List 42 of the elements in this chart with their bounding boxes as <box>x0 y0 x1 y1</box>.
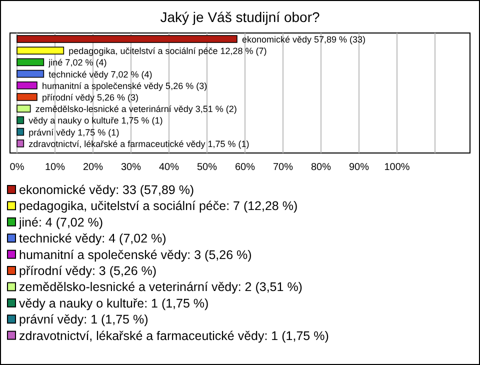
bar <box>16 140 24 148</box>
text: zdravotnictví, lékařské a farmaceutické vědy: 1 (1,75 %) <box>19 328 329 343</box>
text: právní vědy: 1 (1,75 %) <box>19 312 148 327</box>
data-label: zemědělsko-lesnické a veterinární vědy 3,51 % (2) <box>35 104 237 114</box>
data-label: jiné 7,02 % (4) <box>48 58 107 68</box>
x-tick-label: 40% <box>158 162 180 173</box>
bar <box>16 58 44 66</box>
data-label: humanitní a společenské vědy 5,26 % (3) <box>42 80 208 91</box>
x-tick-label: 0% <box>10 162 24 173</box>
bar <box>16 70 44 78</box>
x-tick-label: 30% <box>120 162 142 173</box>
x-tick-label: 90% <box>348 162 370 173</box>
bar <box>16 104 31 112</box>
data-label: vědy a nauky o kultuře 1,75 % (1) <box>28 116 163 126</box>
text: technické vědy: 4 (7,02 %) <box>19 232 166 246</box>
x-tick-label: 100% <box>384 162 410 173</box>
data-label: právní vědy 1,75 % (1) <box>28 127 120 138</box>
text: vědy a nauky o kultuře: 1 (1,75 %) <box>19 296 209 310</box>
data-label: ekonomické vědy 57,89 % (33) <box>242 34 366 44</box>
chart-title: Jaký je Váš studijní obor? <box>160 9 320 25</box>
bar <box>16 128 24 136</box>
x-tick-label: 50% <box>196 162 218 173</box>
text: humanitní a společenské vědy: 3 (5,26 %) <box>19 248 252 262</box>
data-label: pedagogika, učitelství a sociální péče 12,28 % (7) <box>68 46 267 56</box>
data-label: technické vědy 7,02 % (4) <box>48 69 152 80</box>
x-tick-label: 10% <box>44 162 66 173</box>
text: zemědělsko-lesnické a veterinární vědy: 2 (3,51 %) <box>19 280 302 294</box>
x-tick-label: 80% <box>310 162 332 173</box>
data-label: zdravotnictví, lékařské a farmaceutické vědy 1,75 % (1) <box>28 138 250 149</box>
text: pedagogika, učitelství a sociální péče: 7 (12,28 %) <box>19 199 298 214</box>
data-label: přírodní vědy 5,26 % (3) <box>42 92 139 102</box>
x-tick-label: 70% <box>272 162 294 173</box>
x-tick-label: 60% <box>234 162 256 173</box>
bar <box>16 93 38 101</box>
x-tick-label: 20% <box>82 162 104 173</box>
bar <box>16 46 64 54</box>
bar <box>16 35 238 43</box>
bar <box>16 116 24 124</box>
text: ekonomické vědy: 33 (57,89 %) <box>19 183 194 197</box>
text: jiné: 4 (7,02 %) <box>18 215 104 230</box>
bar <box>16 82 38 90</box>
text: přírodní vědy: 3 (5,26 %) <box>19 264 157 278</box>
